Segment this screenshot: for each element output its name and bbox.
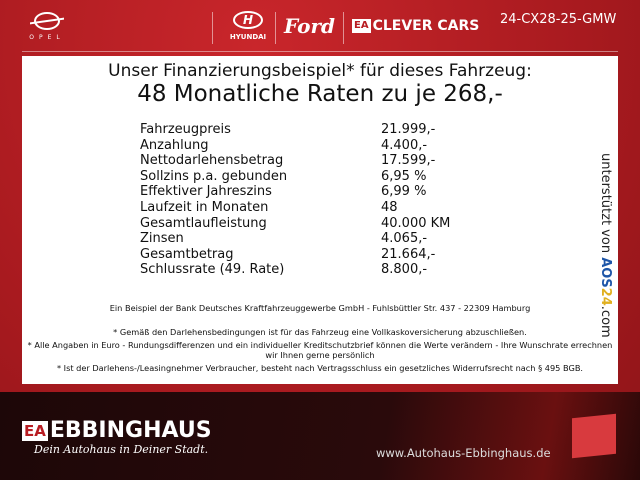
divider xyxy=(22,51,618,52)
row-label: Gesamtbetrag xyxy=(140,246,234,262)
footnotes: * Gemäß den Darlehensbedingungen ist für… xyxy=(22,327,618,375)
table-row: Zinsen 4.065,- xyxy=(140,231,450,247)
clever-cars-logo: EA CLEVER CARS xyxy=(352,18,480,34)
row-label: Gesamtlaufleistung xyxy=(140,215,267,231)
vehicle-code: 24-CX28-25-GMW xyxy=(500,12,617,27)
row-value: 8.800,- xyxy=(381,262,428,278)
footnote: * Gemäß den Darlehensbedingungen ist für… xyxy=(113,327,527,337)
row-value: 21.999,- xyxy=(381,122,436,137)
row-label: Effektiver Jahreszins xyxy=(140,184,272,200)
row-label: Fahrzeugpreis xyxy=(140,122,231,137)
bank-info: Ein Beispiel der Bank Deutsches Kraftfah… xyxy=(109,303,531,313)
footnote: * Ist der Darlehens-/Leasingnehmer Verbr… xyxy=(56,362,584,373)
table-row: Fahrzeugpreis 21.999,- xyxy=(140,122,450,138)
row-value: 21.664,- xyxy=(381,246,436,262)
headline: Unser Finanzierungsbeispiel* für dieses … xyxy=(108,61,532,81)
row-value: 6,99 % xyxy=(381,184,427,200)
row-value: 4.065,- xyxy=(381,231,428,247)
row-value: 17.599,- xyxy=(381,153,436,169)
row-label: Laufzeit in Monaten xyxy=(140,199,269,215)
ebbinghaus-logo: EA EBBINGHAUS xyxy=(22,418,212,443)
divider xyxy=(275,12,276,44)
row-label: Zinsen xyxy=(140,231,184,247)
aos24-credit: unterstützt von AOS24.com xyxy=(598,153,613,338)
financing-table: Fahrzeugpreis 21.999,- Anzahlung 4.400,- Net… xyxy=(140,122,450,278)
row-label: Schlussrate (49. Rate) xyxy=(140,262,285,278)
row-value: 6,95 % xyxy=(381,168,427,184)
row-label: Sollzins p.a. gebunden xyxy=(140,168,288,184)
table-row: Gesamtlaufleistung 40.000 KM xyxy=(140,216,450,232)
dealer-footer: EA EBBINGHAUS Dein Autohaus in Deiner Sta… xyxy=(0,392,640,480)
table-row: Schlussrate (49. Rate) 8.800,- xyxy=(140,262,450,278)
row-label: Nettodarlehensbetrag xyxy=(140,153,284,169)
row-label: Anzahlung xyxy=(140,137,209,153)
monthly-rate: 48 Monatliche Raten zu je 268,- xyxy=(137,81,503,107)
website-link: www.Autohaus-Ebbinghaus.de xyxy=(376,446,551,460)
footnote: * Alle Angaben in Euro - Rundungsdiffere… xyxy=(27,339,613,361)
row-value: 48 xyxy=(381,199,398,215)
table-row: Gesamtbetrag 21.664,- xyxy=(140,247,450,263)
financing-panel: Unser Finanzierungsbeispiel* für dieses … xyxy=(22,56,618,384)
row-value: 4.400,- xyxy=(381,137,428,153)
slogan: Dein Autohaus in Deiner Stadt. xyxy=(34,443,209,456)
row-value: 40.000 KM xyxy=(381,215,451,231)
divider xyxy=(343,12,344,44)
aos24-logo: AOS24 xyxy=(598,257,613,306)
table-row: Nettodarlehensbetrag 17.599,- xyxy=(140,153,450,169)
opel-logo: OPEL xyxy=(22,10,72,41)
table-row: Sollzins p.a. gebunden 6,95 % xyxy=(140,169,450,185)
hyundai-logo: H HYUNDAI xyxy=(229,11,267,41)
brand-header: OPEL H HYUNDAI Ford EA CLEVER CARS 24-CX28… xyxy=(0,0,640,52)
table-row: Anzahlung 4.400,- xyxy=(140,138,450,154)
table-row: Laufzeit in Monaten 48 xyxy=(140,200,450,216)
table-row: Effektiver Jahreszins 6,99 % xyxy=(140,184,450,200)
ford-logo: Ford xyxy=(284,14,335,38)
divider xyxy=(212,12,213,44)
ea-emblem xyxy=(572,413,616,459)
